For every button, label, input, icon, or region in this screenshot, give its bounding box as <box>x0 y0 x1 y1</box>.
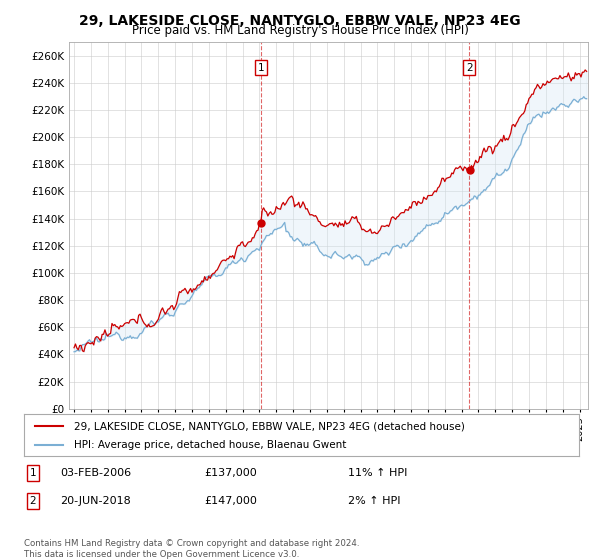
Text: 29, LAKESIDE CLOSE, NANTYGLO, EBBW VALE, NP23 4EG: 29, LAKESIDE CLOSE, NANTYGLO, EBBW VALE,… <box>79 14 521 28</box>
Text: 2% ↑ HPI: 2% ↑ HPI <box>348 496 401 506</box>
Text: 1: 1 <box>29 468 37 478</box>
Text: 03-FEB-2006: 03-FEB-2006 <box>60 468 131 478</box>
Text: 1: 1 <box>257 63 264 73</box>
Text: Price paid vs. HM Land Registry's House Price Index (HPI): Price paid vs. HM Land Registry's House … <box>131 24 469 37</box>
Text: £137,000: £137,000 <box>204 468 257 478</box>
Text: 20-JUN-2018: 20-JUN-2018 <box>60 496 131 506</box>
Text: 29, LAKESIDE CLOSE, NANTYGLO, EBBW VALE, NP23 4EG (detached house): 29, LAKESIDE CLOSE, NANTYGLO, EBBW VALE,… <box>74 421 465 431</box>
Text: 2: 2 <box>29 496 37 506</box>
Text: 2: 2 <box>466 63 473 73</box>
Text: 11% ↑ HPI: 11% ↑ HPI <box>348 468 407 478</box>
Text: HPI: Average price, detached house, Blaenau Gwent: HPI: Average price, detached house, Blae… <box>74 440 346 450</box>
Text: £147,000: £147,000 <box>204 496 257 506</box>
Text: Contains HM Land Registry data © Crown copyright and database right 2024.
This d: Contains HM Land Registry data © Crown c… <box>24 539 359 559</box>
